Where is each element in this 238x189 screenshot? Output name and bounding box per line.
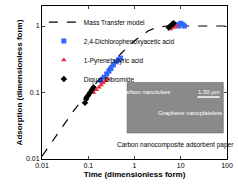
svg-text:2,4-Dichlorophenoxyacetic acid: 2,4-Dichlorophenoxyacetic acid — [84, 38, 175, 46]
svg-text:0.01: 0.01 — [26, 155, 40, 162]
svg-text:0.01: 0.01 — [35, 162, 49, 169]
svg-text:100: 100 — [221, 162, 233, 169]
svg-text:0.1: 0.1 — [30, 89, 40, 96]
svg-text:Adsorption (dimensionless form: Adsorption (dimensionless form) — [15, 19, 24, 145]
svg-text:1: 1 — [36, 22, 40, 29]
svg-text:Graphene nanoplatelets: Graphene nanoplatelets — [158, 110, 222, 116]
svg-text:Mass Transfer model: Mass Transfer model — [84, 19, 145, 26]
svg-text:1.50 μm: 1.50 μm — [198, 89, 220, 95]
svg-text:0.1: 0.1 — [83, 162, 93, 169]
svg-text:Diquat Dibromide: Diquat Dibromide — [84, 76, 135, 84]
svg-text:1: 1 — [133, 162, 137, 169]
svg-text:Carbon nanotubes: Carbon nanotubes — [121, 89, 170, 95]
svg-text:1-Pyrenebutyric acid: 1-Pyrenebutyric acid — [84, 57, 144, 65]
svg-text:10: 10 — [177, 162, 185, 169]
svg-text:Time (dimensionless form): Time (dimensionless form) — [84, 170, 186, 179]
svg-text:Carbon nanocomposite adsorbent: Carbon nanocomposite adsorbent paper — [117, 141, 234, 149]
